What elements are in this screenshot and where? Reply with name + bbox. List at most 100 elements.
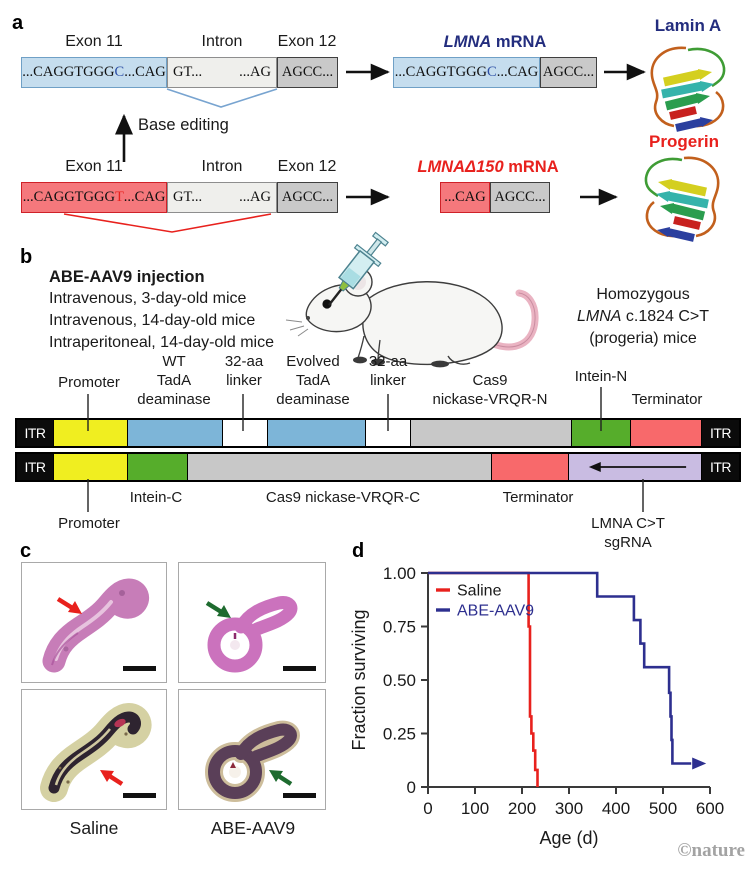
x-tick-label: 400 bbox=[602, 799, 630, 818]
segment-itr: ITR bbox=[17, 420, 54, 446]
red-arrow bbox=[100, 770, 124, 786]
aav-construct-2: ITR ITR bbox=[15, 452, 741, 482]
exon12-seq: AGCC... bbox=[281, 64, 334, 80]
y-tick-label: 0 bbox=[407, 778, 416, 797]
nature-credit: ©nature bbox=[677, 840, 745, 861]
censor-arrowhead bbox=[692, 757, 707, 770]
label-linker-1: 32-aa linker bbox=[224, 353, 264, 389]
exon12-box-top: AGCC... bbox=[277, 57, 338, 88]
exon11-label-bottom: Exon 11 bbox=[65, 158, 123, 175]
histology-abe-vvg bbox=[178, 689, 326, 810]
survival-curve-saline bbox=[428, 571, 539, 787]
lmna-mrna-label: LMNA mRNA bbox=[444, 33, 547, 52]
intron-ag: ...AG bbox=[239, 64, 271, 80]
lamin-a-ribbon-diagram bbox=[636, 40, 736, 132]
label-cas9-n: Cas9 nickase-VRQR-N bbox=[432, 372, 548, 408]
mrna-suffix: mRNA bbox=[503, 158, 559, 176]
gene-name-italic: LMNA bbox=[443, 33, 492, 51]
exon12-seq: AGCC... bbox=[281, 189, 334, 205]
seq-post: ...CAG bbox=[124, 64, 166, 80]
intron-box-top: GT... ...AG bbox=[167, 57, 277, 88]
x-tick-label: 500 bbox=[649, 799, 677, 818]
y-tick-label: 0.75 bbox=[383, 618, 416, 637]
injection-title: ABE-AAV9 injection bbox=[49, 268, 205, 286]
seq-pre: ...CAGGTGGG bbox=[394, 64, 488, 80]
aorta-ring bbox=[207, 617, 263, 673]
label-cas9-c: Cas9 nickase-VRQR-C bbox=[265, 489, 421, 506]
label-promoter-bottom: Promoter bbox=[58, 515, 120, 532]
progerin-label: Progerin bbox=[649, 132, 719, 151]
segment-promoter bbox=[54, 454, 128, 480]
syringe-needle bbox=[327, 288, 343, 306]
seq: ...CAG bbox=[444, 189, 486, 205]
red-arrow bbox=[56, 597, 82, 614]
segment-itr: ITR bbox=[17, 454, 54, 480]
progerin-ribbon-diagram bbox=[634, 150, 734, 242]
injection-route-1: Intravenous, 3-day-old mice bbox=[49, 290, 247, 307]
survival-curve-abe-aav9 bbox=[428, 571, 692, 765]
scale-bar bbox=[123, 666, 156, 671]
green-arrow bbox=[269, 770, 293, 786]
mrna-suffix: mRNA bbox=[491, 33, 547, 51]
intron-ag: ...AG bbox=[239, 189, 271, 205]
exon12-label-bottom: Exon 12 bbox=[277, 158, 337, 175]
seq-post: ...CAG bbox=[496, 64, 539, 80]
mouse-eye bbox=[322, 299, 332, 309]
label-evolved-tada: Evolved TadA deaminase bbox=[276, 353, 350, 408]
edited-base-c: C bbox=[114, 64, 125, 80]
genotype-line2: LMNA c.1824 C>T bbox=[538, 306, 748, 328]
mouse-body bbox=[362, 281, 503, 366]
lamin-a-label: Lamin A bbox=[654, 16, 722, 35]
segment-sgrna bbox=[569, 454, 702, 480]
histology-saline-vvg bbox=[21, 689, 167, 810]
y-tick-label: 1.00 bbox=[383, 564, 416, 583]
injection-route-2: Intravenous, 14-day-old mice bbox=[49, 312, 256, 329]
y-tick-label: 0.50 bbox=[383, 671, 416, 690]
genotype-block: Homozygous LMNA c.1824 C>T (progeria) mi… bbox=[538, 284, 748, 350]
intron-label-top: Intron bbox=[201, 33, 243, 50]
exon12-seq: AGCC... bbox=[494, 189, 546, 205]
exon12-label-top: Exon 12 bbox=[277, 33, 337, 50]
intron-label-bottom: Intron bbox=[201, 158, 243, 175]
segment-itr: ITR bbox=[702, 420, 739, 446]
segment-terminator bbox=[631, 420, 702, 446]
segment-cas9-nickase-vrqr-n bbox=[411, 420, 572, 446]
exon11-box-mutant: ...CAGGTGGG T ...CAG bbox=[21, 182, 167, 213]
label-intein-n: Intein-N bbox=[574, 368, 628, 385]
seq-post: ...CAG bbox=[123, 189, 166, 205]
survival-chart: 0 100 200 300 400 500 600 0 0.25 0.50 0.75 1.00 Age … bbox=[349, 564, 724, 848]
scale-bar bbox=[123, 793, 156, 798]
histology-saline-he bbox=[21, 562, 167, 683]
segment-evolved-tada-deaminase bbox=[268, 420, 366, 446]
genotype-allele: c.1824 C>T bbox=[621, 308, 710, 325]
x-tick-label: 200 bbox=[508, 799, 536, 818]
injection-info-block: ABE-AAV9 injection Intravenous, 3-day-ol… bbox=[49, 266, 274, 354]
syringe-icon bbox=[327, 231, 389, 306]
label-wt-tada: WT TadA deaminase bbox=[137, 353, 211, 408]
exon11-label-top: Exon 11 bbox=[65, 33, 123, 50]
scale-bar bbox=[283, 793, 316, 798]
gene-name-italic: LMNAΔ150 bbox=[417, 158, 504, 176]
gene-name-italic: LMNA bbox=[576, 308, 622, 325]
caption-saline: Saline bbox=[69, 818, 119, 838]
mouse-syringe-illustration bbox=[285, 231, 539, 368]
segment-linker bbox=[223, 420, 268, 446]
green-arrow bbox=[205, 601, 231, 618]
mutant-base-t: T bbox=[114, 189, 124, 205]
segment-terminator bbox=[492, 454, 569, 480]
lmna-d150-mrna-label: LMNAΔ150 mRNA bbox=[417, 158, 558, 177]
panel-d-label: d bbox=[352, 540, 365, 562]
label-terminator-top: Terminator bbox=[631, 391, 703, 408]
splice-line-normal bbox=[166, 88, 278, 108]
segment-linker bbox=[366, 420, 411, 446]
segment-wt-tada-deaminase bbox=[128, 420, 223, 446]
panel-a-label: a bbox=[12, 12, 24, 34]
lmna-d150-exon12-box: AGCC... bbox=[490, 182, 550, 213]
segment-intein-n bbox=[572, 420, 631, 446]
aav-construct-1: ITR ITR bbox=[15, 418, 741, 448]
label-promoter-top: Promoter bbox=[58, 374, 120, 391]
panel-c-label: c bbox=[20, 540, 32, 562]
panel-b-label: b bbox=[20, 246, 33, 268]
exon12-seq: AGCC... bbox=[542, 64, 595, 80]
